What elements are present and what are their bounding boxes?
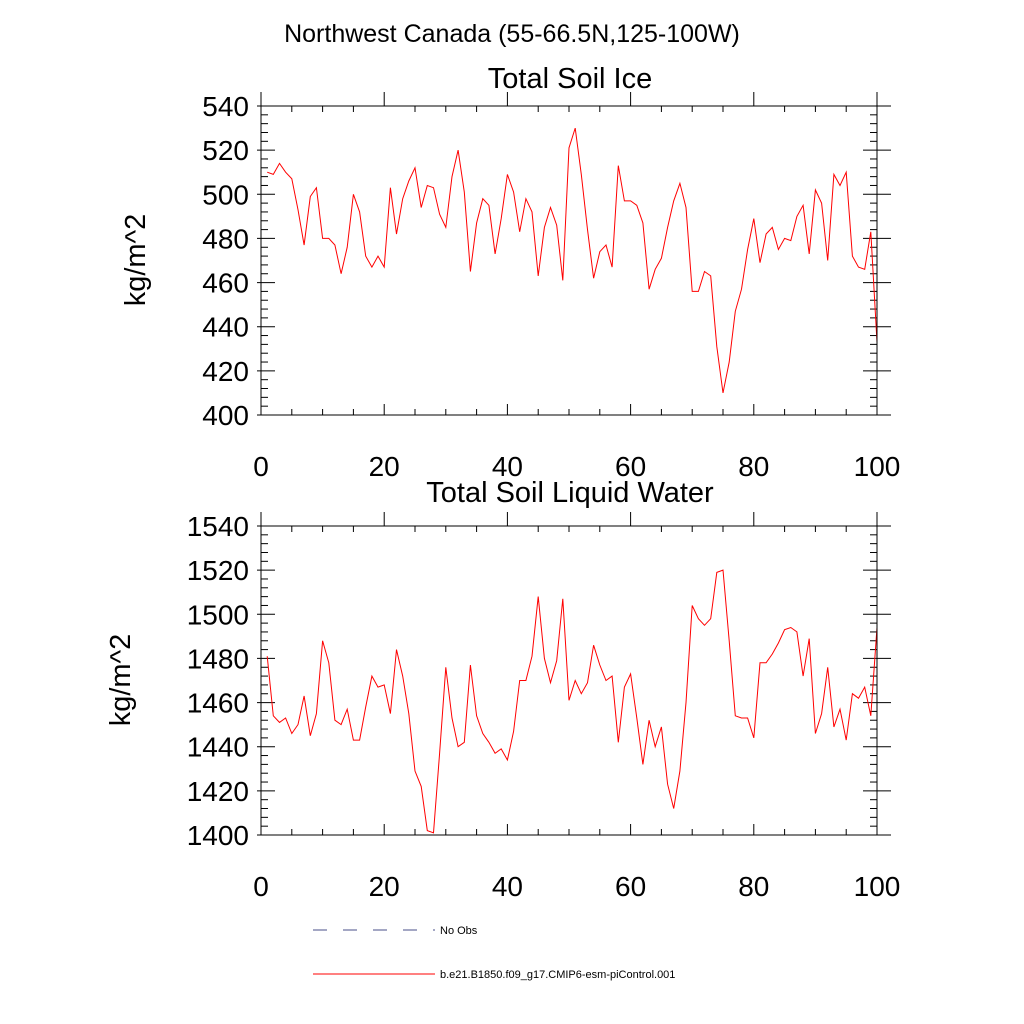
panel-title: Total Soil Ice xyxy=(488,63,652,95)
series-layer xyxy=(266,569,878,834)
y-tick-label: 460 xyxy=(202,268,249,299)
series-line xyxy=(266,569,878,834)
axis-ticks: 0 20 40 60 80 100 400 420 440 460 480 500 520 540 xyxy=(202,91,900,482)
x-tick-label: 60 xyxy=(615,451,646,482)
x-tick-label: 80 xyxy=(738,871,769,902)
legend-label-no-obs: No Obs xyxy=(440,925,478,937)
x-tick-label: 20 xyxy=(369,871,400,902)
x-tick-label: 0 xyxy=(253,451,269,482)
y-tick-label: 400 xyxy=(202,400,249,431)
legend: No Obs b.e21.B1850.f09_g17.CMIP6-esm-piC… xyxy=(313,925,675,981)
y-tick-label: 520 xyxy=(202,135,249,166)
series-line xyxy=(267,127,878,393)
x-tick-label: 40 xyxy=(492,451,523,482)
y-tick-label: 1500 xyxy=(187,599,249,630)
axis-ticks: 0 20 40 60 80 100 1400 1420 1440 1460 1480 1500 1520… xyxy=(187,511,901,902)
figure-title: Northwest Canada (55-66.5N,125-100W) xyxy=(284,20,740,48)
x-tick-label: 0 xyxy=(253,871,269,902)
x-tick-label: 20 xyxy=(369,451,400,482)
panel-total-soil-liquid-water: Total Soil Liquid Water kg/m^2 0 20 40 60 80… xyxy=(105,477,900,902)
y-tick-label: 500 xyxy=(202,179,249,210)
y-axis-label: kg/m^2 xyxy=(120,214,152,307)
legend-label-model: b.e21.B1850.f09_g17.CMIP6-esm-piControl.… xyxy=(440,969,675,981)
y-tick-label: 1520 xyxy=(187,555,249,586)
series-layer xyxy=(267,127,878,393)
y-tick-label: 1440 xyxy=(187,732,249,763)
y-tick-label: 1480 xyxy=(187,643,249,674)
plot-frame xyxy=(260,105,878,416)
x-tick-label: 100 xyxy=(854,451,901,482)
x-tick-label: 40 xyxy=(492,871,523,902)
y-axis-label: kg/m^2 xyxy=(105,634,137,727)
x-tick-label: 100 xyxy=(854,871,901,902)
x-tick-label: 60 xyxy=(615,871,646,902)
panel-total-soil-ice: Total Soil Ice kg/m^2 0 20 40 60 80 100 400 420… xyxy=(120,63,900,482)
x-tick-label: 80 xyxy=(738,451,769,482)
plot-frame xyxy=(260,525,878,836)
y-tick-label: 1540 xyxy=(187,511,249,542)
y-tick-label: 1420 xyxy=(187,776,249,807)
y-tick-label: 440 xyxy=(202,312,249,343)
y-tick-label: 540 xyxy=(202,91,249,122)
y-tick-label: 1400 xyxy=(187,820,249,851)
y-tick-label: 480 xyxy=(202,223,249,254)
panel-title: Total Soil Liquid Water xyxy=(426,477,714,509)
y-tick-label: 420 xyxy=(202,356,249,387)
y-tick-label: 1460 xyxy=(187,688,249,719)
